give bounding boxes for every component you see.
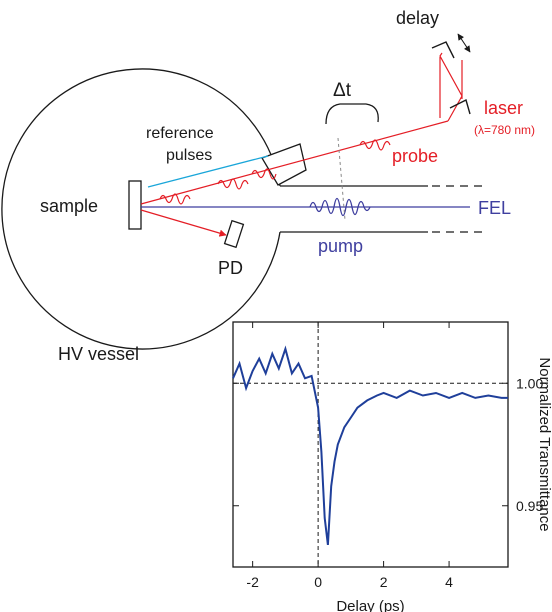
- laser-label: laser: [484, 98, 523, 118]
- hv-vessel-label: HV vessel: [58, 344, 139, 364]
- reference-bracket: [147, 155, 269, 188]
- delta-t-guide: [337, 137, 346, 221]
- pd-label: PD: [218, 258, 243, 278]
- sample-label: sample: [40, 196, 98, 216]
- pump-label: pump: [318, 236, 363, 256]
- probe-beam: [140, 52, 463, 205]
- x-axis-label: Delay (ps): [336, 598, 404, 612]
- reference-label-2: pulses: [166, 147, 212, 164]
- reference-label-1: reference: [146, 125, 214, 142]
- photodiode: [223, 219, 245, 249]
- transmittance-chart: -2 0 2 4 0.95 1.00 Delay (ps) Normalized Transm…: [232, 321, 552, 612]
- x-tick-label: 0: [314, 574, 322, 590]
- x-tick-label: 2: [380, 574, 388, 590]
- plot-frame: [232, 321, 509, 568]
- hv-vessel-outline: [1, 68, 281, 350]
- x-tick-label: -2: [246, 574, 259, 590]
- sample-plate: [128, 180, 142, 230]
- y-tick-label: 1.00: [516, 375, 543, 391]
- pump-pulse: [309, 197, 371, 217]
- delta-t-bracket: [325, 103, 379, 125]
- probe-pulses: [159, 139, 391, 205]
- reflected-beam: [140, 209, 227, 237]
- delay-stage-arrow: [457, 33, 471, 53]
- probe-label: probe: [392, 146, 438, 166]
- y-axis-label: Normalized Transmittance: [536, 357, 552, 531]
- delay-mirrors: [431, 41, 471, 115]
- wavelength-label: (λ=780 nm): [474, 123, 535, 137]
- x-tick-label: 4: [445, 574, 453, 590]
- transmittance-trace: [232, 345, 508, 546]
- delta-t-label: Δt: [333, 80, 352, 101]
- window-flange: [261, 143, 307, 186]
- delay-label: delay: [396, 8, 439, 28]
- fel-label: FEL: [478, 198, 511, 218]
- y-tick-label: 0.95: [516, 498, 543, 514]
- beam-pipe: [280, 185, 488, 233]
